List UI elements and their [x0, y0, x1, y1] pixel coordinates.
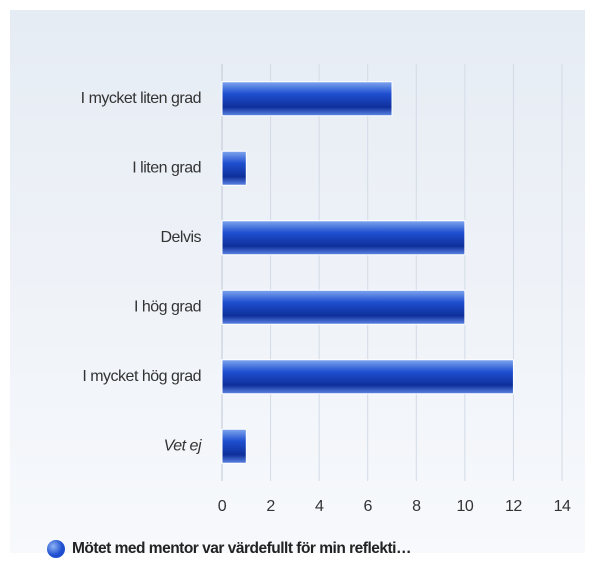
x-tick-label: 2 — [266, 498, 275, 515]
legend-text: Mötet med mentor var värdefullt för min … — [72, 540, 411, 557]
x-tick-label: 6 — [364, 498, 373, 515]
x-tick-label: 8 — [412, 498, 421, 515]
x-tick-label: 0 — [218, 498, 227, 515]
y-tick-label: I mycket hög grad — [82, 368, 201, 385]
x-tick-label: 10 — [456, 498, 473, 515]
y-tick-label: I mycket liten grad — [81, 90, 201, 107]
legend-swatch — [47, 540, 65, 558]
y-tick-label: I liten grad — [132, 159, 201, 176]
bar — [221, 359, 514, 395]
bar — [221, 428, 247, 464]
y-tick-label: Delvis — [160, 229, 201, 246]
bar — [221, 81, 393, 117]
y-tick-label: Vet ej — [164, 437, 202, 454]
x-tick-label: 4 — [315, 498, 324, 515]
bar — [221, 220, 466, 256]
y-tick-label: I hög grad — [134, 298, 201, 315]
bar — [221, 150, 247, 186]
x-tick-label: 12 — [505, 498, 522, 515]
bar — [221, 289, 466, 325]
x-tick-label: 14 — [554, 498, 571, 515]
